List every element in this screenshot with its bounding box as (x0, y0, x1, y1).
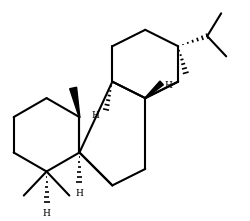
Text: H: H (75, 189, 83, 198)
Polygon shape (145, 81, 164, 98)
Text: H: H (164, 81, 172, 90)
Text: H: H (92, 111, 100, 120)
Text: H: H (42, 210, 50, 218)
Polygon shape (70, 87, 80, 117)
